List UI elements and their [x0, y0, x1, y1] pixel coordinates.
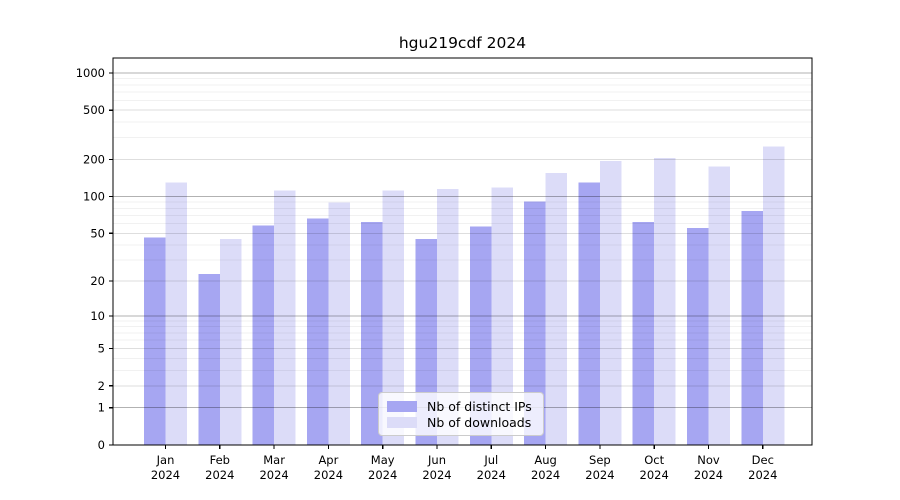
- x-tick-label-nov: Nov 2024: [694, 453, 723, 482]
- bar-downloads-dec: [762, 146, 785, 446]
- x-tick-label-dec: Dec 2024: [748, 453, 777, 482]
- bar-distinct-ips-jan: [144, 237, 166, 445]
- x-tick-label-aug: Aug 2024: [531, 453, 560, 482]
- chart-title: hgu219cdf 2024: [398, 34, 527, 52]
- y-tick-label-1000: 1000: [76, 66, 105, 80]
- bar-distinct-ips-dec: [741, 211, 763, 445]
- bar-downloads-oct: [654, 157, 676, 445]
- legend-entry-downloads: Nb of downloads: [387, 414, 533, 430]
- bar-distinct-ips-apr: [306, 218, 329, 445]
- bar-downloads-jan: [165, 182, 187, 445]
- y-tick-label-100: 100: [83, 189, 105, 203]
- x-tick-label-jun: Jun 2024: [422, 453, 451, 482]
- x-tick-label-feb: Feb 2024: [205, 453, 234, 482]
- legend-label-distinct-ips: Nb of distinct IPs: [427, 398, 532, 414]
- y-tick-label-50: 50: [90, 226, 105, 240]
- legend-entry-distinct-ips: Nb of distinct IPs: [387, 398, 533, 414]
- legend-label-downloads: Nb of downloads: [427, 414, 532, 430]
- legend-swatch-downloads-icon: [387, 416, 417, 428]
- bar-distinct-ips-may: [361, 221, 383, 445]
- bar-downloads-nov: [708, 166, 730, 445]
- bar-downloads-mar: [274, 190, 296, 445]
- bar-downloads-jul: [491, 187, 513, 445]
- bar-distinct-ips-mar: [252, 225, 275, 445]
- x-tick-label-oct: Oct 2024: [640, 453, 669, 482]
- y-tick-label-20: 20: [90, 274, 105, 288]
- x-tick-label-jan: Jan 2024: [151, 453, 180, 482]
- legend: Nb of distinct IPs Nb of downloads: [378, 392, 544, 436]
- bar-downloads-may: [382, 190, 405, 445]
- y-tick-label-500: 500: [83, 103, 105, 117]
- y-tick-label-0: 0: [98, 438, 105, 452]
- bar-distinct-ips-feb: [198, 273, 220, 445]
- bar-downloads-apr: [328, 202, 350, 445]
- y-tick-label-200: 200: [83, 152, 105, 166]
- y-tick-label-1: 1: [98, 401, 105, 415]
- x-tick-label-may: May 2024: [368, 453, 397, 482]
- y-tick-label-5: 5: [98, 342, 105, 356]
- x-tick-label-sep: Sep 2024: [585, 453, 614, 482]
- x-tick-label-jul: Jul 2024: [477, 453, 506, 482]
- y-tick-label-10: 10: [90, 309, 105, 323]
- bar-downloads-jun: [437, 189, 459, 445]
- x-tick-label-apr: Apr 2024: [314, 453, 343, 482]
- bar-distinct-ips-nov: [687, 228, 709, 445]
- bar-downloads-feb: [219, 238, 242, 445]
- y-tick-label-2: 2: [98, 379, 105, 393]
- bar-downloads-sep: [599, 160, 622, 445]
- x-tick-label-mar: Mar 2024: [259, 453, 288, 482]
- legend-swatch-distinct-ips-icon: [387, 400, 417, 412]
- bar-distinct-ips-aug: [524, 201, 546, 445]
- bar-distinct-ips-jul: [469, 226, 492, 445]
- bar-distinct-ips-sep: [578, 182, 600, 445]
- bar-distinct-ips-oct: [632, 221, 655, 445]
- bar-downloads-aug: [545, 173, 568, 445]
- plot-frame: [112, 57, 813, 446]
